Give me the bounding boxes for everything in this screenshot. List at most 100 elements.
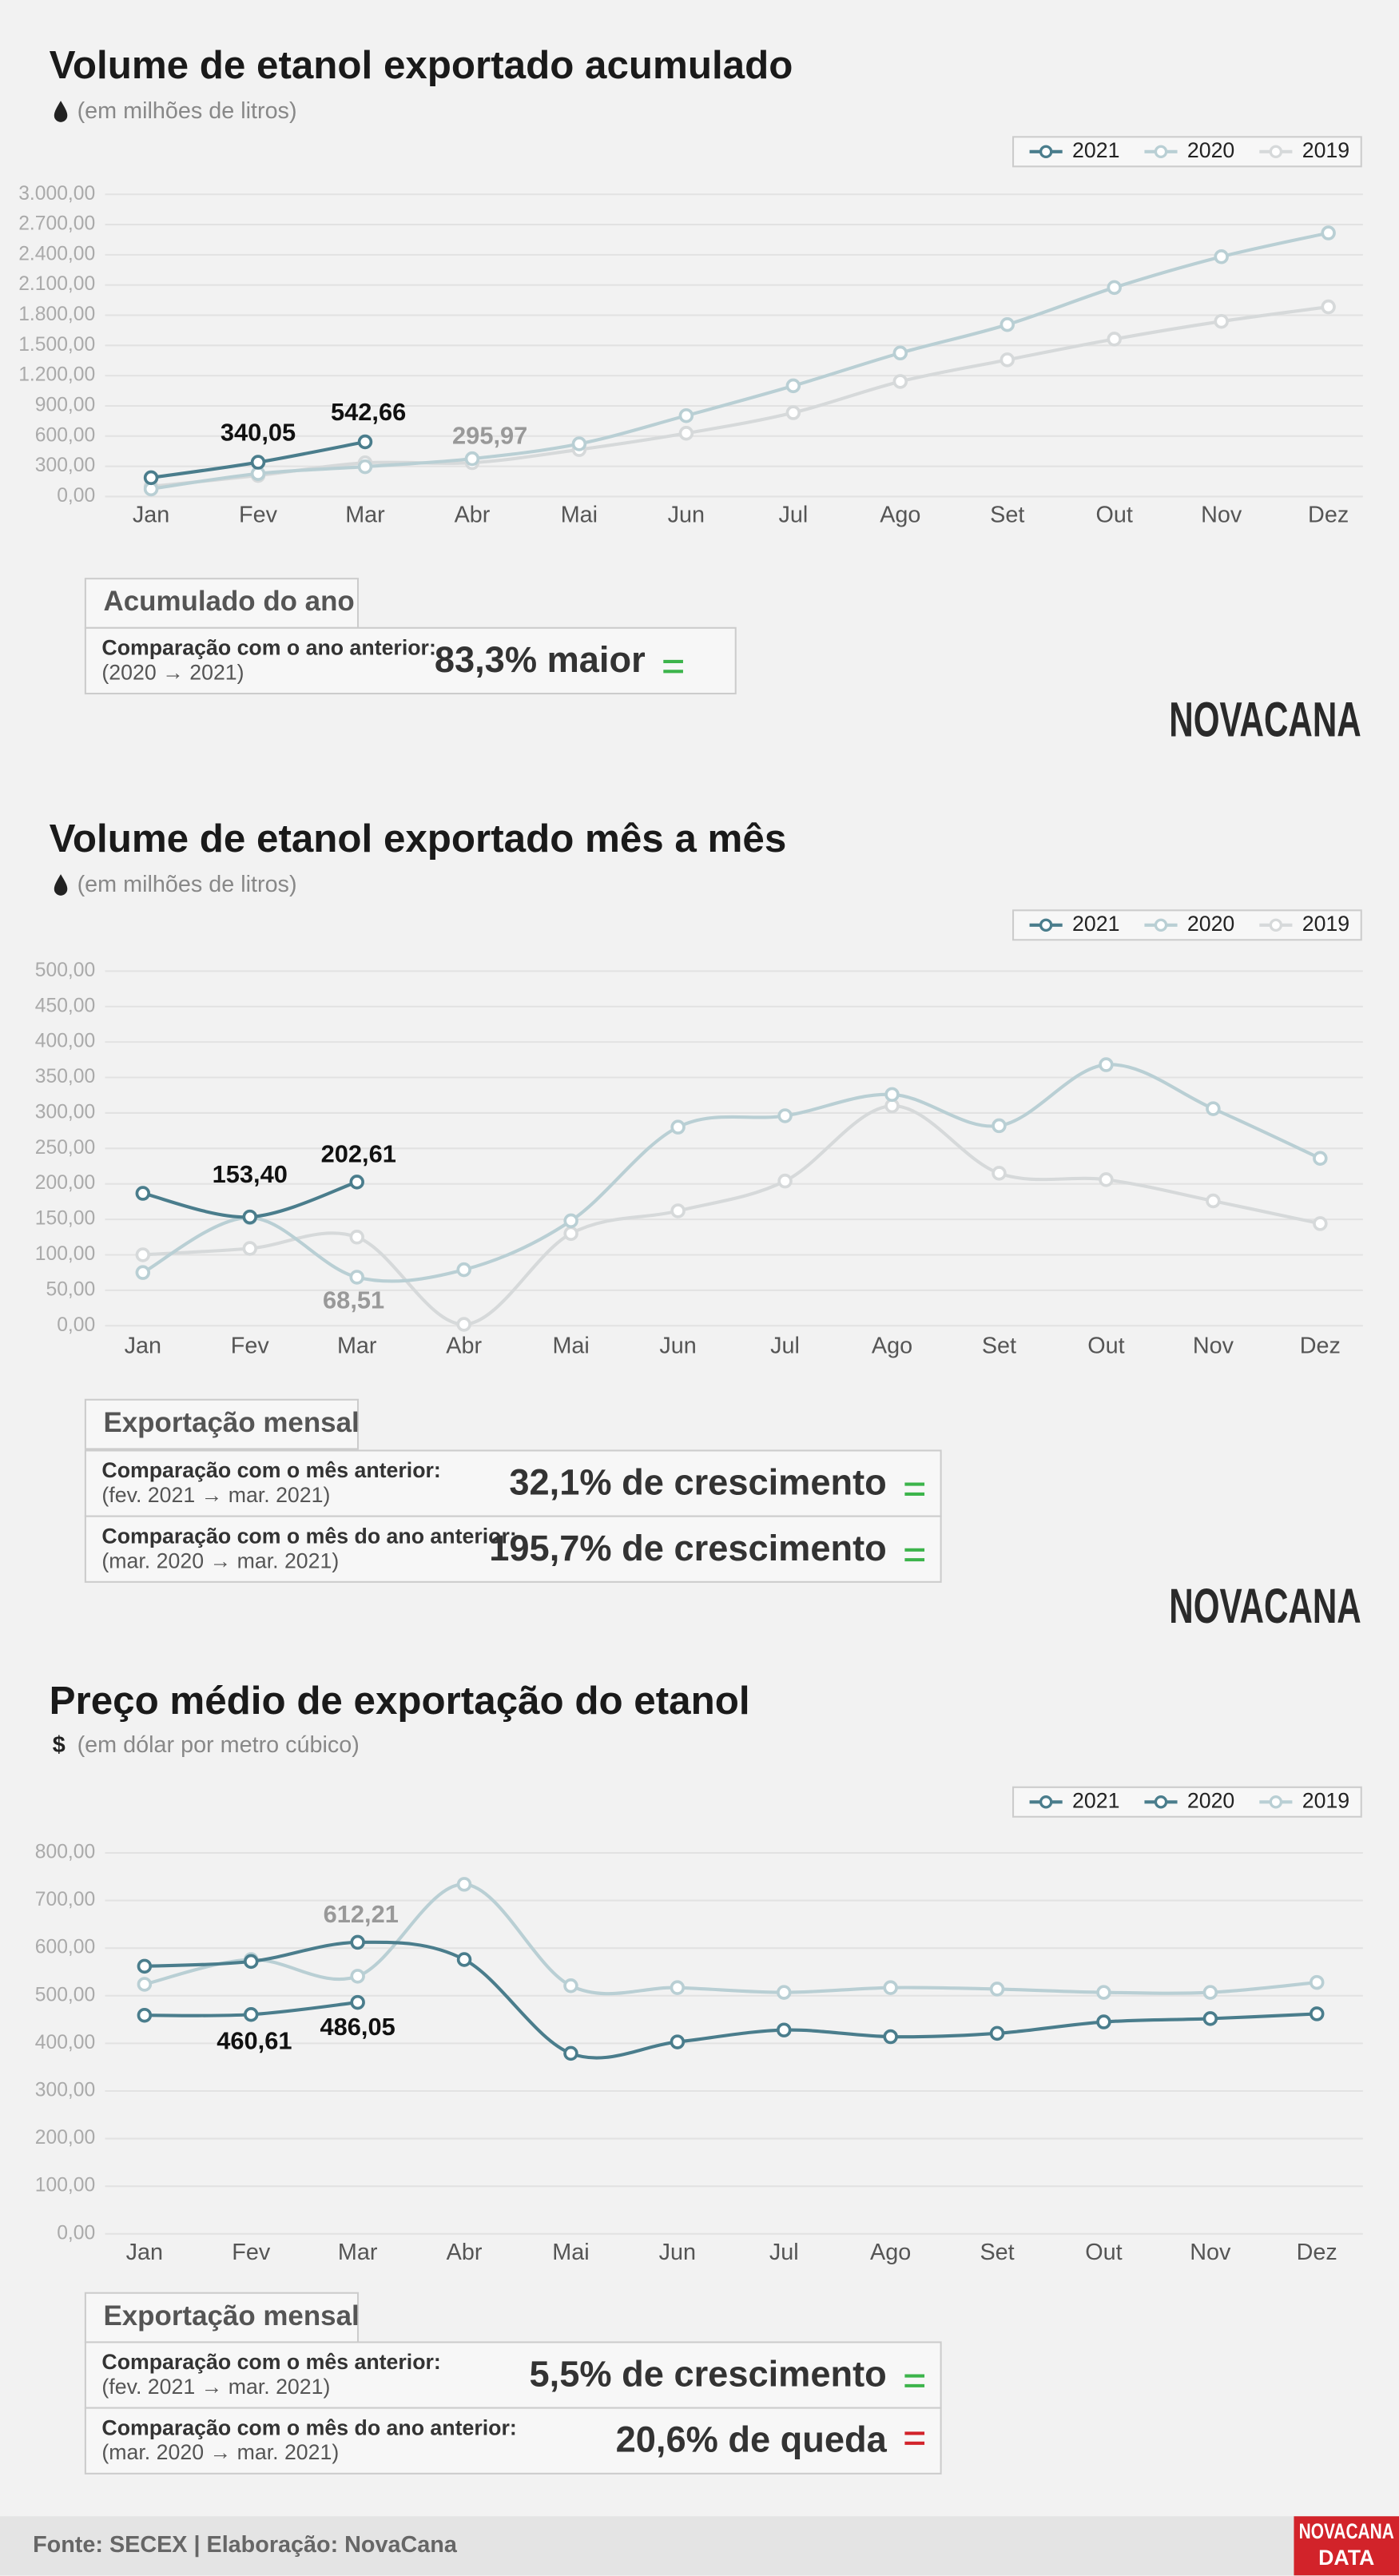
data-point bbox=[1096, 2014, 1111, 2029]
data-point bbox=[670, 2034, 686, 2049]
legend-label: 2021 bbox=[1072, 1788, 1119, 1812]
x-tick-label: Abr bbox=[446, 1334, 482, 1359]
x-tick-label: Jun bbox=[668, 503, 705, 528]
logo: NOVACANA bbox=[1169, 1579, 1361, 1634]
x-tick-label: Jun bbox=[659, 1334, 696, 1359]
x-tick-label: Nov bbox=[1190, 2240, 1231, 2265]
data-point bbox=[1202, 1985, 1218, 2000]
summary-value: 5,5% de crescimento bbox=[530, 2354, 887, 2395]
y-tick-label: 250,00 bbox=[35, 1137, 95, 1159]
data-point bbox=[456, 1317, 471, 1332]
y-tick-label: 300,00 bbox=[35, 455, 95, 476]
x-tick-label: Nov bbox=[1201, 503, 1242, 528]
x-tick-label: Jan bbox=[133, 503, 169, 528]
summary-heading: Exportação mensal bbox=[103, 2300, 359, 2332]
data-label: 542,66 bbox=[331, 398, 406, 426]
data-point bbox=[1202, 2011, 1218, 2026]
legend-label: 2020 bbox=[1187, 138, 1234, 162]
legend-label: 2019 bbox=[1302, 138, 1349, 162]
data-point bbox=[143, 470, 159, 486]
summary-row bbox=[84, 1449, 942, 1517]
summary-heading: Acumulado do ano bbox=[103, 586, 354, 617]
x-tick-label: Mar bbox=[338, 2240, 378, 2265]
x-tick-label: Jan bbox=[125, 1334, 161, 1359]
drop-icon bbox=[54, 874, 68, 896]
y-tick-label: 350,00 bbox=[35, 1066, 95, 1087]
y-tick-label: 50,00 bbox=[46, 1278, 95, 1300]
data-point bbox=[989, 1982, 1005, 1997]
data-point bbox=[1309, 2006, 1325, 2021]
x-tick-label: Out bbox=[1096, 503, 1133, 528]
data-point bbox=[785, 405, 801, 420]
summary-tab bbox=[84, 578, 360, 629]
y-tick-label: 0,00 bbox=[57, 2222, 95, 2244]
data-point bbox=[1214, 313, 1229, 329]
data-point bbox=[776, 2022, 792, 2037]
summary-row bbox=[84, 2341, 942, 2409]
x-tick-label: Dez bbox=[1300, 1334, 1341, 1359]
y-tick-label: 300,00 bbox=[35, 2079, 95, 2101]
data-point bbox=[892, 374, 908, 389]
data-point bbox=[1107, 280, 1122, 296]
summary-row bbox=[84, 1515, 942, 1583]
y-tick-label: 500,00 bbox=[35, 960, 95, 981]
data-point bbox=[777, 1173, 793, 1189]
data-point bbox=[563, 2045, 578, 2061]
data-point bbox=[350, 1994, 365, 2010]
legend-swatch bbox=[1039, 918, 1053, 932]
data-point bbox=[456, 1877, 472, 1892]
data-point bbox=[1099, 1172, 1114, 1187]
data-label: 153,40 bbox=[213, 1160, 288, 1188]
drop-icon bbox=[54, 101, 68, 122]
footer-logo-box bbox=[1294, 2516, 1399, 2576]
data-point bbox=[992, 1166, 1007, 1181]
y-tick-label: 0,00 bbox=[57, 485, 95, 507]
data-label: 68,51 bbox=[323, 1286, 384, 1314]
data-point bbox=[357, 434, 373, 450]
data-label: 486,05 bbox=[320, 2013, 395, 2041]
data-label: 202,61 bbox=[321, 1140, 396, 1168]
data-point bbox=[563, 1978, 578, 1994]
legend-swatch bbox=[1154, 918, 1168, 932]
y-tick-label: 600,00 bbox=[35, 1937, 95, 1958]
x-tick-label: Set bbox=[980, 2240, 1014, 2265]
y-tick-label: 800,00 bbox=[35, 1841, 95, 1862]
data-point bbox=[349, 1230, 364, 1245]
x-tick-label: Abr bbox=[447, 2240, 483, 2265]
data-point bbox=[135, 1186, 151, 1201]
data-point bbox=[242, 1241, 258, 1256]
data-point bbox=[1321, 225, 1336, 241]
data-point bbox=[250, 455, 266, 470]
data-point bbox=[456, 1952, 472, 1967]
x-tick-label: Ago bbox=[870, 2240, 911, 2265]
footer-bar bbox=[0, 2516, 1399, 2576]
data-label: 460,61 bbox=[217, 2026, 292, 2054]
summary-period: (2020 → 2021) bbox=[101, 660, 244, 684]
footer-logo: NOVACANA bbox=[1299, 2519, 1394, 2543]
summary-period: (mar. 2020 → mar. 2021) bbox=[101, 1548, 339, 1572]
summary-value: 83,3% maior bbox=[435, 639, 646, 680]
data-point bbox=[571, 436, 587, 451]
legend-swatch bbox=[1154, 1795, 1168, 1809]
data-point bbox=[1309, 1974, 1325, 1990]
x-tick-label: Jul bbox=[769, 2240, 799, 2265]
unit-symbol: $ bbox=[53, 1732, 66, 1758]
legend-label: 2021 bbox=[1072, 912, 1119, 936]
data-point bbox=[350, 1934, 365, 1950]
data-point bbox=[989, 2025, 1005, 2041]
data-point bbox=[242, 1209, 258, 1225]
data-point bbox=[350, 1969, 365, 1984]
x-tick-label: Mar bbox=[337, 1334, 377, 1359]
data-point bbox=[1313, 1216, 1328, 1231]
data-point bbox=[1000, 316, 1015, 332]
legend-box bbox=[1012, 136, 1362, 168]
y-tick-label: 2.400,00 bbox=[18, 243, 95, 264]
data-point bbox=[135, 1247, 151, 1262]
y-tick-label: 450,00 bbox=[35, 995, 95, 1016]
y-tick-label: 200,00 bbox=[35, 1172, 95, 1194]
y-tick-label: 100,00 bbox=[35, 1243, 95, 1265]
x-tick-label: Jul bbox=[770, 1334, 800, 1359]
legend-label: 2020 bbox=[1187, 912, 1234, 936]
y-tick-label: 500,00 bbox=[35, 1984, 95, 2006]
